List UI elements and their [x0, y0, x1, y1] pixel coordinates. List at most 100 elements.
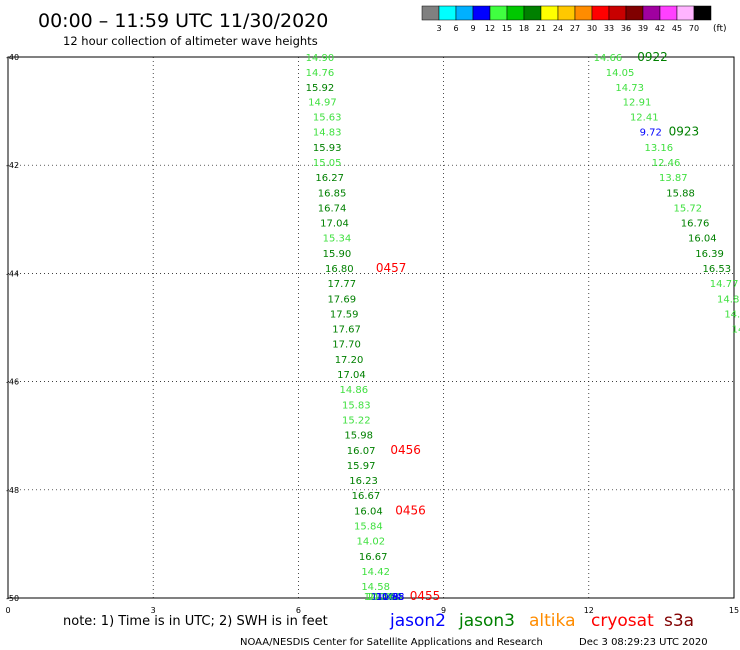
wave-height-label: 15.90 — [323, 249, 352, 260]
x-axis-ticks: 0 3 6 9 12 15 — [5, 606, 739, 615]
legend-tick-label: 6 — [453, 24, 458, 33]
wave-height-label: 12.95 — [369, 592, 398, 603]
y-tick-label: -42 — [6, 161, 19, 170]
satellite-legend-item: jason3 — [458, 611, 515, 631]
legend-swatch — [523, 5, 542, 21]
wave-height-label: 15.83 — [342, 400, 371, 411]
legend-tick-label: 27 — [570, 24, 580, 33]
wave-height-label: 14.58 — [361, 582, 390, 593]
legend-swatch — [625, 5, 644, 21]
wave-height-label: 14.73 — [615, 83, 644, 94]
wave-height-label: 16.39 — [695, 249, 724, 260]
gridlines — [8, 57, 734, 598]
wave-height-label: 16.74 — [318, 203, 347, 214]
wave-height-label: 17.04 — [320, 219, 349, 230]
wave-height-label: 13.16 — [644, 143, 673, 154]
wave-height-label: 17.77 — [327, 279, 356, 290]
satellite-legend-item: altika — [529, 611, 576, 631]
y-tick-label: -46 — [6, 378, 19, 387]
wave-height-label: 11.95 — [376, 592, 405, 603]
satellite-legend-item: cryosat — [591, 611, 654, 631]
legend-tick-label: 9 — [470, 24, 475, 33]
pass-time-label: 0922 — [637, 50, 668, 64]
legend-swatch — [540, 5, 559, 21]
legend-tick-label: 42 — [655, 24, 665, 33]
wave-height-color-legend: 3 6 9 12 15 18 21 24 27 30 33 36 39 42 45 70 — [421, 5, 712, 33]
plot-area: 0 3 6 9 12 15 -40 -42 -44 -46 -48 -50 14.90 14.76 15… — [5, 50, 740, 615]
map-title: 00:00 – 11:59 UTC 11/30/2020 — [38, 10, 328, 32]
plot-frame — [7, 56, 735, 599]
wave-height-label: 16.67 — [352, 491, 381, 502]
wave-height-label: 16.27 — [315, 173, 344, 184]
wave-height-label: 12.60 — [373, 592, 402, 603]
footer-note: note: 1) Time is in UTC; 2) SWH is in fe… — [63, 614, 328, 629]
legend-tick-label: 15 — [502, 24, 512, 33]
pass-time-label: 0923 — [669, 125, 700, 139]
y-tick-label: -48 — [6, 486, 19, 495]
wave-height-label: 15.84 — [354, 522, 383, 533]
wave-height-label: 14.77 — [710, 279, 739, 290]
wave-height-label: 16.67 — [359, 552, 388, 563]
wave-height-label: 16.04 — [688, 234, 717, 245]
legend-tick-label: 21 — [536, 24, 546, 33]
pass-time-label: 0456 — [390, 443, 421, 457]
wave-height-label: 14.83 — [313, 128, 342, 139]
wave-height-label: 14.05 — [606, 68, 635, 79]
x-tick-label: 0 — [5, 606, 10, 615]
legend-swatch — [642, 5, 661, 21]
wave-height-label: 16.53 — [703, 264, 732, 275]
wave-height-label: 10.88 — [376, 592, 405, 603]
satellite-legend-item: jason2 — [389, 611, 446, 631]
wave-height-label: 16.80 — [325, 264, 354, 275]
pass-time-label: 0455 — [410, 589, 441, 603]
wave-height-label: 15.97 — [347, 461, 376, 472]
footer-credit: NOAA/NESDIS Center for Satellite Applica… — [240, 637, 543, 648]
wave-height-label: 17.20 — [335, 355, 364, 366]
legend-swatch — [591, 5, 610, 21]
y-axis-ticks: -40 -42 -44 -46 -48 -50 — [6, 53, 19, 603]
wave-height-label: 15.93 — [313, 143, 342, 154]
legend-tick-label: 24 — [553, 24, 563, 33]
satellite-legend-item: s3a — [664, 611, 694, 631]
legend-swatch — [506, 5, 525, 21]
wave-height-label: 14.01 — [366, 592, 395, 603]
legend-tick-label: 30 — [587, 24, 597, 33]
x-tick-label: 9 — [441, 606, 446, 615]
legend-swatch — [659, 5, 678, 21]
wave-height-label: 17.59 — [330, 309, 359, 320]
y-tick-label: -44 — [6, 269, 19, 278]
pass-time-label: 0457 — [376, 261, 407, 275]
pass-time-label: 0456 — [395, 503, 426, 517]
wave-height-label: 14.54 — [724, 309, 740, 320]
wave-height-label: 14.74 — [364, 592, 393, 603]
legend-swatch — [608, 5, 627, 21]
y-tick-label: -50 — [6, 594, 19, 603]
wave-height-label: 14.66 — [594, 53, 623, 64]
legend-unit-label: (ft) — [713, 24, 727, 34]
wave-height-label: 14.86 — [340, 385, 369, 396]
wave-height-label: 16.23 — [349, 476, 378, 487]
wave-height-label: 17.04 — [337, 370, 366, 381]
satellite-tracks: 14.90 14.76 15.92 14.97 15.63 14.83 15.93 15.05… — [306, 50, 740, 603]
legend-swatch — [574, 5, 593, 21]
wave-height-label: 16.85 — [318, 188, 347, 199]
wave-height-label: 16.07 — [347, 446, 376, 457]
legend-tick-label: 70 — [689, 24, 699, 33]
wave-height-label: 11.48 — [371, 592, 400, 603]
wave-height-label: 12.91 — [623, 97, 652, 108]
x-tick-label: 15 — [729, 606, 739, 615]
wave-height-label: 14.58 — [732, 325, 740, 336]
wave-height-label: 14.90 — [306, 53, 335, 64]
wave-height-label: 13.3 — [739, 340, 740, 351]
legend-tick-label: 36 — [621, 24, 631, 33]
wave-height-label: 14.97 — [308, 97, 337, 108]
legend-tick-label: 18 — [519, 24, 529, 33]
footer-timestamp: Dec 3 08:29:23 UTC 2020 — [579, 637, 708, 648]
wave-height-label: 15.05 — [313, 158, 342, 169]
wave-height-label: 15.98 — [344, 431, 373, 442]
wave-height-label: 15.22 — [342, 415, 371, 426]
wave-height-label: 14.76 — [306, 68, 335, 79]
wave-height-label: 12.46 — [652, 158, 681, 169]
wave-height-label: 15.88 — [666, 188, 695, 199]
